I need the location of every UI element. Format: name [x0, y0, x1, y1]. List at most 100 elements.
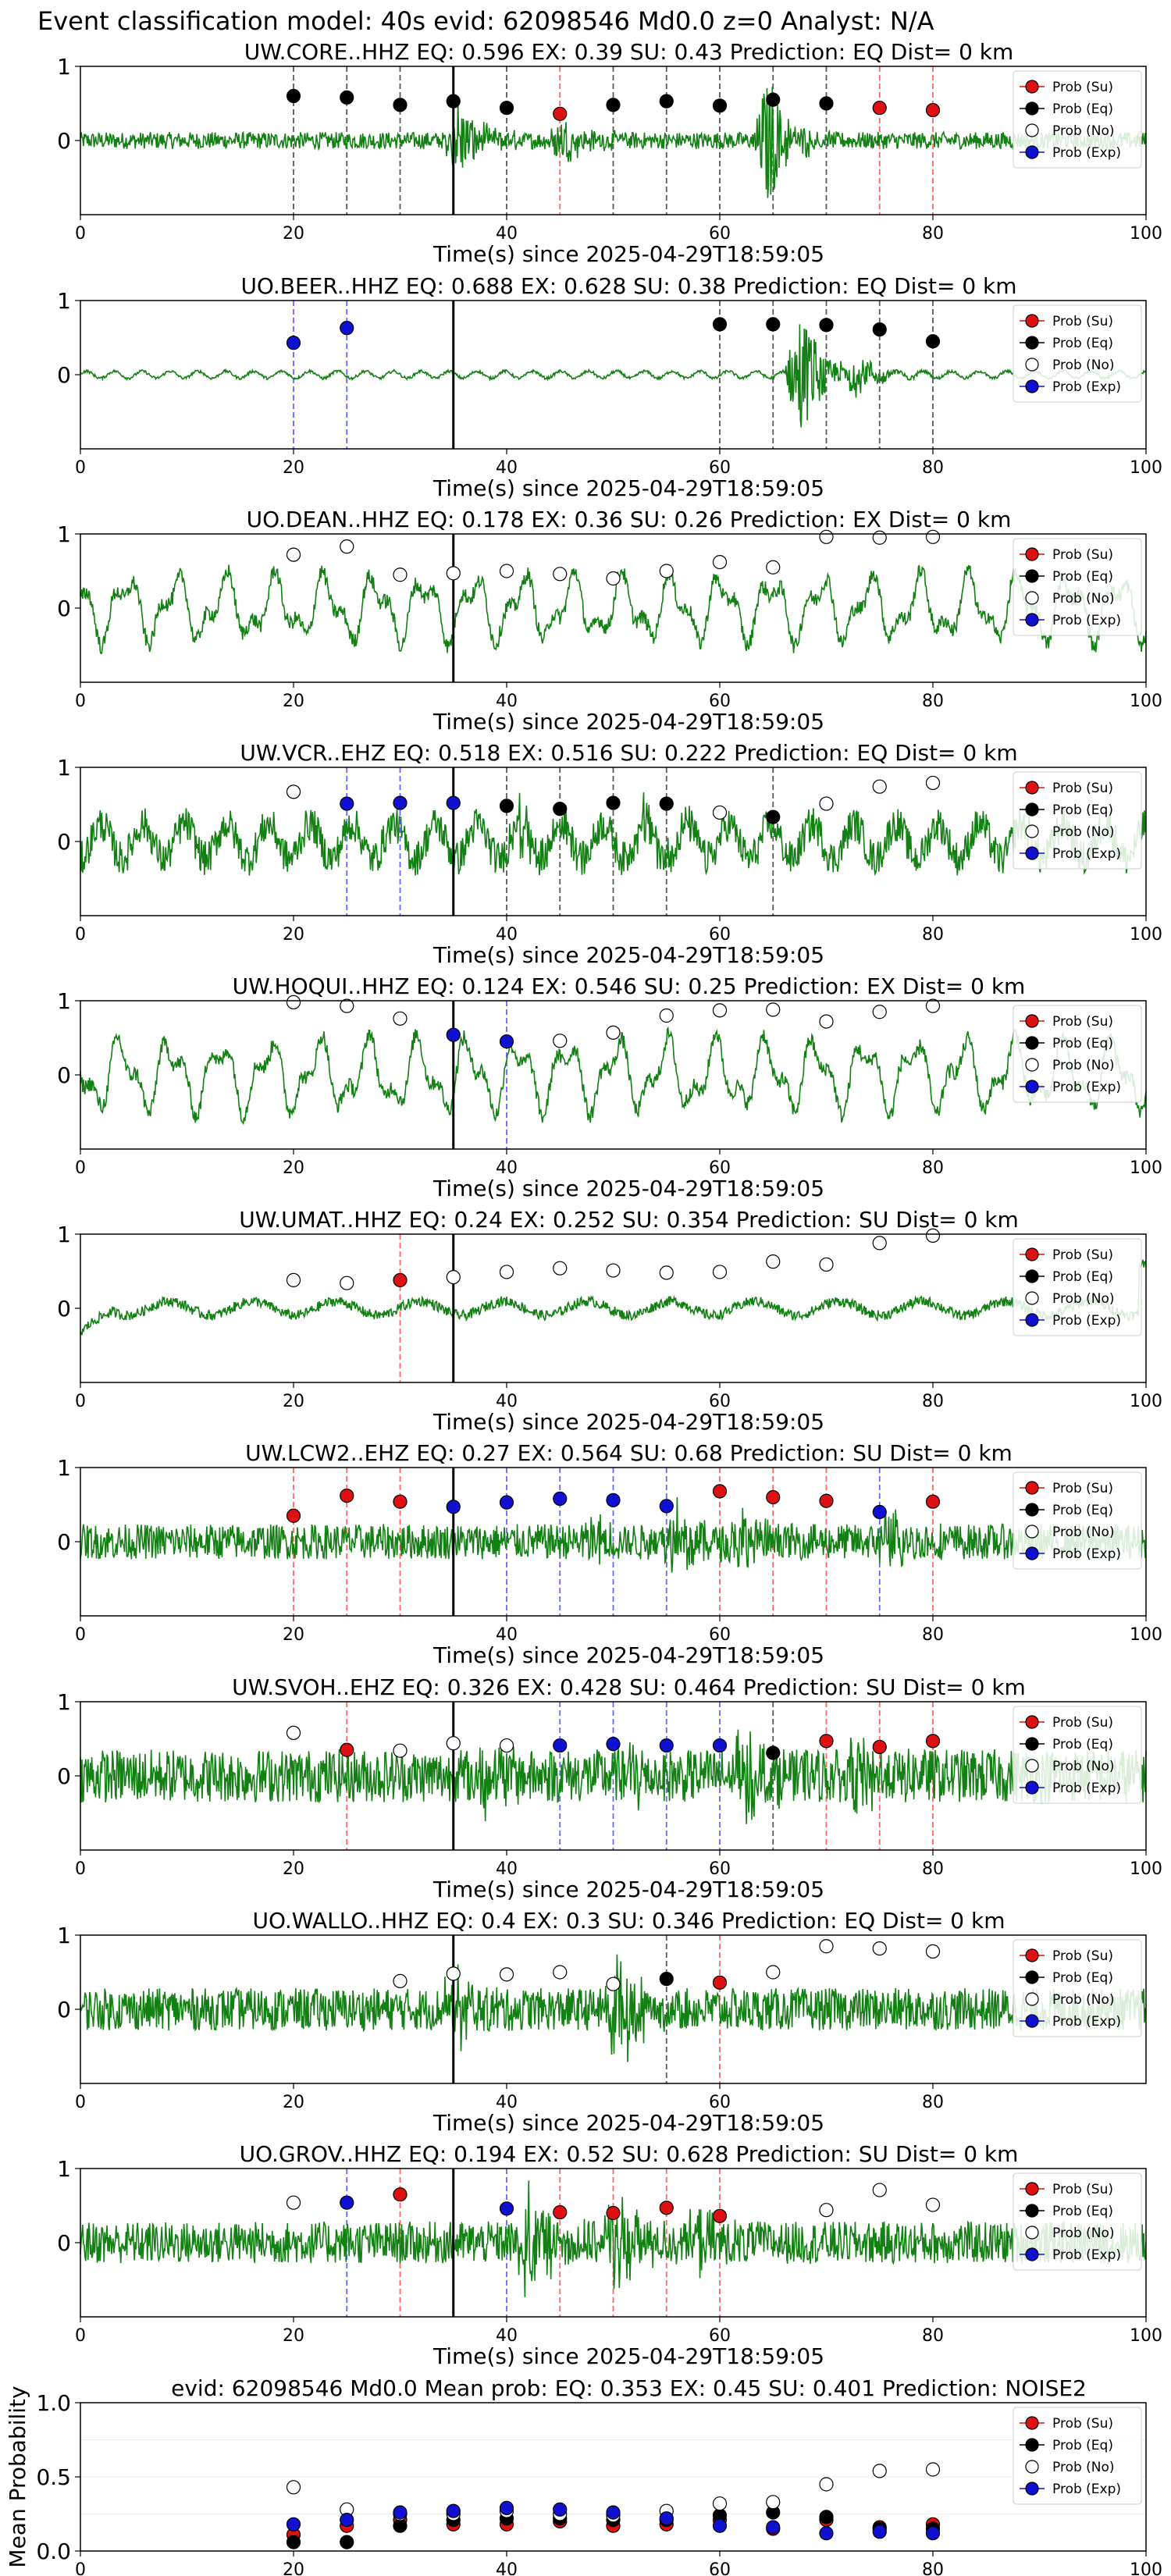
x-tick-label: 0 [75, 2093, 86, 2112]
legend-label: Prob (Su) [1052, 2182, 1113, 2197]
prob-point-no [606, 1025, 621, 1040]
prob-point-no [393, 1973, 408, 1988]
plot-area [80, 1234, 1146, 1382]
legend-label: Prob (Eq) [1052, 2204, 1113, 2219]
prob-point-su [393, 1494, 408, 1509]
plot-area [80, 301, 1146, 449]
prob-point-su [925, 1494, 941, 1509]
legend-label: Prob (Exp) [1052, 1546, 1121, 1562]
prob-point-no [925, 2197, 941, 2212]
legend-box [1013, 1238, 1142, 1336]
prob-point-su [819, 1493, 834, 1508]
x-axis-label: Time(s) since 2025-04-29T18:59:05 [432, 1642, 824, 1668]
y-tick-label: 0 [57, 1997, 71, 2023]
legend-marker-no [1025, 2226, 1039, 2240]
legend-marker-eq [1025, 101, 1039, 116]
prob-point-su [393, 2187, 408, 2202]
x-tick-label: 100 [1130, 925, 1162, 945]
legend-marker-no [1025, 1291, 1039, 1305]
prob-point-su [712, 1975, 728, 1990]
x-tick-label: 80 [922, 2326, 944, 2346]
panel-title: UW.SVOH..EHZ EQ: 0.326 EX: 0.428 SU: 0.4… [232, 1674, 1026, 1700]
prob-point-no [819, 796, 834, 811]
panel-uw-lcw2--ehz: UW.LCW2..EHZ EQ: 0.27 EX: 0.564 SU: 0.68… [57, 1440, 1162, 1668]
panels: UW.CORE..HHZ EQ: 0.596 EX: 0.39 SU: 0.43… [5, 39, 1162, 2576]
legend-marker-exp [1025, 1313, 1039, 1327]
prob-point-no [872, 530, 887, 545]
x-tick-label: 20 [283, 692, 304, 711]
x-tick-label: 20 [283, 2560, 304, 2576]
prob-point-exp [446, 1500, 461, 1514]
prob-point-no [659, 1008, 674, 1023]
x-tick-label: 0 [75, 1625, 86, 1645]
prob-point-no [553, 1034, 568, 1048]
prob-point-su [340, 1742, 354, 1757]
x-tick-label: 60 [709, 2093, 731, 2112]
mean-prob-point-exp [393, 2505, 408, 2520]
prob-point-exp [340, 2195, 354, 2210]
x-tick-label: 80 [922, 692, 944, 711]
waveform-line [80, 1954, 1147, 2062]
legend-box [1013, 538, 1142, 636]
legend-marker-exp [1025, 2482, 1039, 2496]
x-tick-label: 40 [496, 692, 518, 711]
legend-marker-su [1025, 1247, 1039, 1261]
prob-point-exp [553, 1491, 568, 1507]
prob-point-no [659, 1265, 674, 1280]
x-tick-label: 0 [75, 1158, 86, 1178]
legend-label: Prob (Su) [1052, 314, 1113, 329]
prob-point-no [872, 1005, 887, 1019]
waveform-line [80, 2180, 1147, 2297]
x-axis-label: Time(s) since 2025-04-29T18:59:05 [432, 241, 824, 267]
mean-prob-point-no [286, 2480, 301, 2495]
waveform-line [80, 564, 1147, 655]
x-tick-label: 100 [1130, 692, 1162, 711]
legend-label: Prob (Su) [1052, 1715, 1113, 1731]
prob-point-su [712, 2208, 728, 2223]
prob-point-no [499, 564, 514, 578]
legend-marker-su [1025, 1481, 1039, 1495]
prob-point-eq [766, 809, 781, 824]
legend-marker-su [1025, 2182, 1039, 2196]
y-tick-label: 0 [57, 1062, 71, 1088]
mean-prob-point-exp [712, 2518, 728, 2533]
prob-point-no [446, 566, 461, 581]
x-tick-label: 20 [283, 458, 304, 478]
x-tick-label: 100 [1130, 224, 1162, 244]
prob-point-exp [553, 1738, 568, 1753]
legend-label: Prob (Exp) [1052, 379, 1121, 395]
legend-marker-eq [1025, 2438, 1039, 2452]
mean-prob-point-eq [286, 2535, 301, 2549]
prob-point-no [446, 1736, 461, 1751]
x-tick-label: 60 [709, 1392, 731, 1411]
panel-title: UO.DEAN..HHZ EQ: 0.178 EX: 0.36 SU: 0.26… [247, 507, 1012, 532]
prob-point-no [340, 998, 354, 1013]
prob-point-su [340, 1488, 354, 1503]
x-tick-label: 80 [922, 1859, 944, 1879]
legend-label: Prob (Exp) [1052, 145, 1121, 161]
panel-title: UW.VCR..EHZ EQ: 0.518 EX: 0.516 SU: 0.22… [240, 740, 1017, 766]
panel-uo-beer--hhz: UO.BEER..HHZ EQ: 0.688 EX: 0.628 SU: 0.3… [57, 273, 1162, 501]
mean-prob-point-exp [286, 2517, 301, 2532]
x-tick-label: 100 [1130, 2560, 1162, 2576]
prob-point-no [712, 805, 728, 820]
panel-title: evid: 62098546 Md0.0 Mean prob: EQ: 0.35… [171, 2375, 1087, 2401]
y-tick-label: 1 [57, 1222, 71, 1247]
x-axis-label: Time(s) since 2025-04-29T18:59:05 [432, 2343, 824, 2369]
prob-point-no [446, 1269, 461, 1285]
legend-label: Prob (Eq) [1052, 1503, 1113, 1518]
prob-point-no [925, 775, 941, 791]
panel-mean: evid: 62098546 Md0.0 Mean prob: EQ: 0.35… [5, 2375, 1162, 2576]
x-tick-label: 40 [496, 925, 518, 945]
legend-marker-no [1025, 2460, 1039, 2474]
x-tick-label: 80 [922, 1158, 944, 1178]
x-tick-label: 20 [283, 1158, 304, 1178]
legend-label: Prob (No) [1052, 358, 1115, 373]
prob-point-su [819, 1734, 834, 1749]
legend-label: Prob (Eq) [1052, 802, 1113, 818]
legend-marker-exp [1025, 379, 1039, 393]
legend-marker-su [1025, 2416, 1039, 2430]
x-tick-label: 100 [1130, 1392, 1162, 1411]
prob-point-no [286, 785, 301, 799]
legend-marker-exp [1025, 613, 1039, 627]
